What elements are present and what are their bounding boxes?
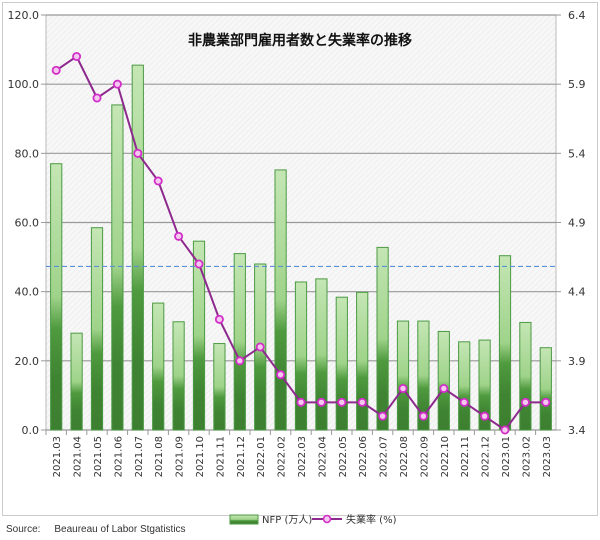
x-tick-label: 2022.02 — [277, 436, 288, 477]
x-tick-label: 2022.07 — [379, 436, 390, 477]
y-right-tick-label: 6.4 — [568, 9, 586, 22]
nfp-bar — [213, 343, 226, 431]
x-tick-label: 2021.05 — [93, 436, 104, 477]
legend-nfp-label: NFP (万人) — [262, 514, 312, 526]
x-tick-label: 2021.08 — [154, 436, 165, 477]
y-left-tick-label: 80.0 — [15, 147, 40, 160]
x-tick-label: 2022.10 — [440, 436, 451, 477]
nfp-bar — [233, 253, 246, 431]
y-right-tick-label: 5.9 — [568, 78, 586, 91]
nfp-bar — [478, 339, 491, 431]
y-right-tick-label: 4.4 — [568, 286, 586, 299]
nfp-bar — [458, 341, 471, 431]
x-tick-label: 2021.09 — [175, 436, 186, 477]
unemployment-point — [398, 383, 408, 393]
unemployment-point — [337, 397, 347, 407]
unemployment-point — [153, 176, 163, 186]
x-tick-label: 2022.03 — [297, 436, 308, 477]
x-tick-label: 2021.06 — [113, 436, 124, 477]
nfp-bar — [70, 332, 83, 431]
nfp-bar — [172, 321, 185, 431]
x-tick-label: 2023.01 — [501, 436, 512, 477]
chart-title: 非農業部門雇用者数と失業率の推移 — [188, 32, 412, 49]
unemployment-point — [357, 397, 367, 407]
x-tick-label: 2022.01 — [256, 436, 267, 477]
y-right-tick-label: 3.9 — [568, 355, 586, 368]
x-tick-label: 2023.02 — [521, 436, 532, 477]
nfp-bar — [376, 246, 389, 431]
unemployment-point — [133, 148, 143, 158]
unemployment-point — [214, 314, 224, 324]
chart-frame — [2, 2, 598, 516]
unemployment-point — [459, 397, 469, 407]
nfp-bar — [274, 169, 287, 431]
y-left-tick-label: 120.0 — [8, 9, 40, 22]
source-note: Source: Beaureau of Labor Stgatistics — [6, 524, 186, 535]
x-tick-label: 2022.11 — [460, 436, 471, 477]
x-tick-label: 2022.12 — [481, 436, 492, 477]
x-tick-label: 2022.05 — [338, 436, 349, 477]
unemployment-point — [316, 397, 326, 407]
unemployment-point — [439, 383, 449, 393]
nfp-bar — [417, 320, 430, 431]
legend-unemployment-marker — [322, 514, 332, 524]
x-tick-label: 2022.09 — [419, 436, 430, 477]
legend-nfp-swatch — [229, 514, 259, 525]
unemployment-point — [92, 93, 102, 103]
nfp-bar — [356, 291, 369, 431]
unemployment-point — [541, 397, 551, 407]
unemployment-point — [194, 259, 204, 269]
nfp-bar — [315, 278, 328, 431]
legend-unemployment-label: 失業率 (%) — [346, 513, 397, 526]
unemployment-point — [418, 411, 428, 421]
x-tick-label: 2021.04 — [73, 436, 84, 477]
y-left-tick-label: 60.0 — [15, 217, 40, 230]
nfp-bar — [152, 302, 165, 431]
y-right-tick-label: 4.9 — [568, 217, 586, 230]
unemployment-point — [276, 370, 286, 380]
y-left-tick-label: 40.0 — [15, 286, 40, 299]
nfp-bar — [519, 321, 532, 431]
x-tick-label: 2023.03 — [542, 436, 553, 477]
nfp-bar — [294, 281, 308, 431]
y-right-tick-label: 5.4 — [568, 147, 586, 160]
unemployment-point — [51, 65, 61, 75]
x-tick-label: 2022.08 — [399, 436, 410, 477]
x-tick-label: 2021.12 — [236, 436, 247, 477]
nfp-bar — [335, 296, 348, 431]
nfp-bar — [192, 240, 206, 431]
nfp-bar — [437, 330, 450, 431]
x-tick-label: 2022.04 — [317, 436, 328, 477]
nfp-bar — [539, 347, 552, 431]
nfp-bar — [498, 255, 512, 431]
nfp-bar — [90, 227, 104, 431]
y-left-tick-label: 0.0 — [22, 424, 40, 437]
y-left-tick-label: 20.0 — [15, 355, 40, 368]
unemployment-point — [378, 411, 388, 421]
unemployment-point — [480, 411, 490, 421]
x-tick-label: 2021.03 — [52, 436, 63, 477]
x-tick-label: 2021.11 — [215, 436, 226, 477]
unemployment-point — [296, 397, 306, 407]
unemployment-point — [174, 231, 184, 241]
y-right-tick-label: 3.4 — [568, 424, 586, 437]
x-tick-label: 2021.10 — [195, 436, 206, 477]
unemployment-point — [500, 425, 510, 435]
y-left-tick-label: 100.0 — [8, 78, 40, 91]
nfp-bar — [111, 104, 124, 431]
x-tick-label: 2021.07 — [134, 436, 145, 477]
nfp-bar — [396, 320, 410, 431]
unemployment-point — [235, 356, 245, 366]
nfp-bar — [131, 64, 144, 431]
nfp-bar — [50, 163, 63, 431]
unemployment-point — [72, 52, 82, 62]
unemployment-point — [255, 342, 265, 352]
unemployment-point — [112, 79, 122, 89]
x-tick-label: 2022.06 — [358, 436, 369, 477]
unemployment-point — [520, 397, 530, 407]
